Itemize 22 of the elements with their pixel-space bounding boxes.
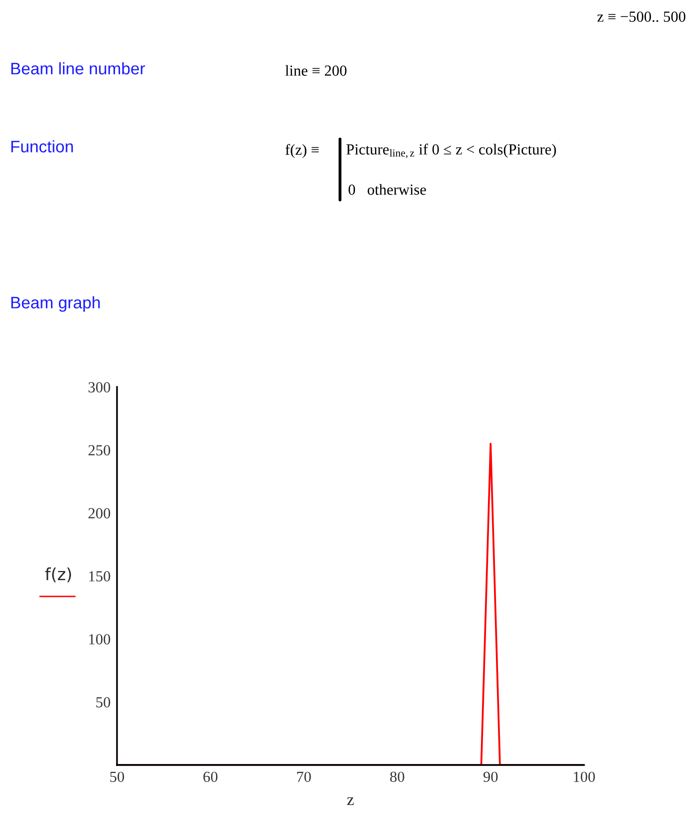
x-tick-label: 80 [390,772,404,782]
x-axis-title: z [347,797,354,806]
text: f(z) ≡ [285,144,319,158]
x-tick-label: 70 [297,772,311,782]
y-tick-label: 150 [89,571,110,582]
y-tick-label: 200 [88,508,110,518]
text: 0 otherwise [348,184,426,195]
x-tick-label: 90 [483,772,498,782]
text: line ≡ 200 [285,65,346,76]
text: z ≡ −500.. 500 [597,12,686,22]
y-tick-label: 300 [88,382,110,392]
text: Picture$_{line,z}$ if 0 ≤ z < cols(Picture) [346,144,556,158]
y-tick-label: 50 [96,697,110,708]
y-axis-title: f(z) [45,567,72,582]
text: Beam graph [11,296,100,312]
x-tick-label: 50 [110,772,124,782]
text: Function [11,140,73,152]
text: Beam line number [11,62,145,74]
y-tick-label: 100 [89,634,110,644]
x-tick-label: 60 [203,772,218,782]
x-tick-label: 100 [574,772,595,782]
y-tick-label: 250 [88,445,110,456]
